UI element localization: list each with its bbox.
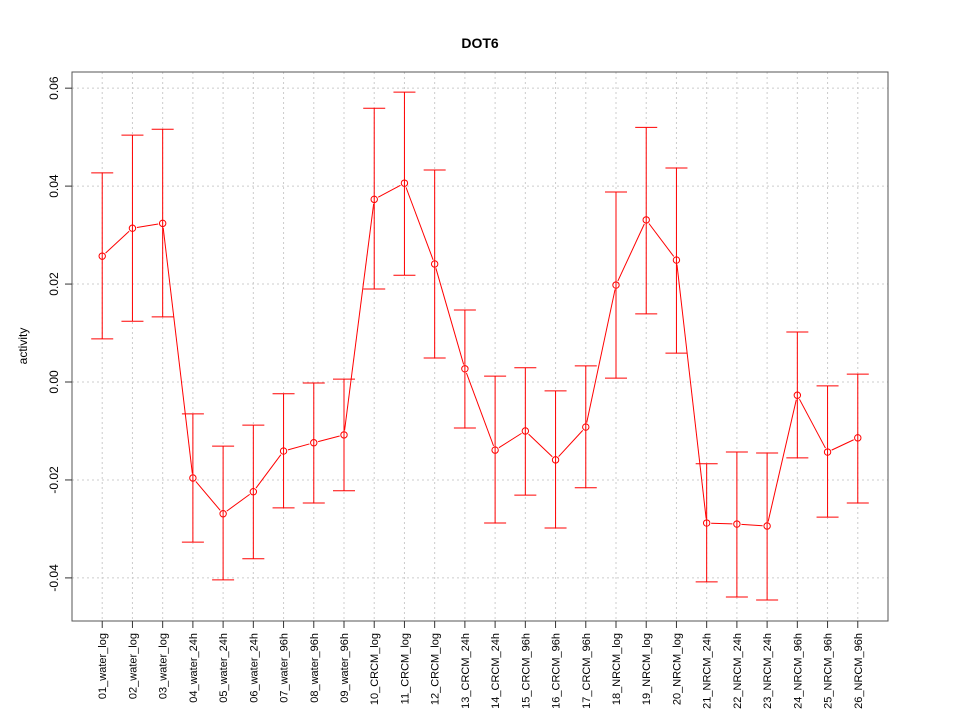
marks — [91, 91, 869, 601]
series-line-segment — [799, 398, 826, 449]
x-tick-label: 09_water_96h — [339, 633, 351, 703]
y-tick-label: -0.04 — [47, 564, 61, 592]
plot-frame — [71, 71, 889, 622]
data-point — [582, 423, 590, 431]
x-tick-label: 04_water_24h — [188, 633, 200, 703]
series-line-segment — [162, 227, 193, 474]
data-point — [370, 195, 378, 204]
data-point — [642, 216, 650, 224]
series-line-segment — [676, 264, 707, 519]
series-line-segment — [105, 230, 130, 254]
data-point — [702, 519, 711, 527]
series-line-segment — [377, 184, 401, 198]
x-tick-label: 07_water_96h — [279, 633, 291, 703]
x-tick-label: 26_NRCM_96h — [853, 633, 865, 709]
data-point — [612, 281, 620, 289]
data-point — [733, 520, 741, 528]
x-tick-label: 01_water_log — [97, 633, 109, 699]
x-tick-label: 18_NRCM_log — [611, 633, 623, 705]
x-tick-label: 10_CRCM_log — [369, 633, 381, 705]
series-line-segment — [498, 432, 522, 449]
data-point — [854, 434, 862, 442]
series-line-segment — [648, 223, 675, 257]
series-line-segment — [741, 523, 763, 527]
series-line-segment — [287, 443, 310, 451]
y-tick-label: 0.06 — [47, 76, 61, 100]
series-line-segment — [435, 268, 465, 365]
series-line-segment — [226, 493, 250, 512]
data-point — [672, 256, 681, 264]
x-tick-label: 13_CRCM_24h — [460, 633, 472, 709]
x-tick-label: 12_CRCM_log — [430, 633, 442, 705]
series-line-segment — [344, 203, 375, 431]
y-axis-label: activity — [16, 328, 30, 365]
series-line-segment — [136, 223, 159, 229]
x-tick-label: 20_NRCM_log — [671, 633, 683, 705]
data-point — [158, 219, 167, 228]
x-tick-label: 25_NRCM_96h — [823, 633, 835, 709]
data-point — [461, 365, 469, 373]
data-point — [219, 510, 227, 518]
x-tick-label: 15_CRCM_96h — [520, 633, 532, 709]
y-tick-label: 0.00 — [47, 370, 61, 394]
data-point — [340, 431, 348, 439]
data-point — [521, 427, 530, 435]
data-point — [400, 179, 409, 187]
data-point — [763, 522, 771, 530]
series-line-segment — [711, 522, 733, 525]
data-point — [249, 488, 258, 496]
x-tick-label: 08_water_96h — [309, 633, 321, 703]
y-tick-label: 0.02 — [47, 272, 61, 296]
series-line-segment — [767, 399, 797, 522]
data-point — [128, 224, 137, 232]
x-tick-label: 06_water_24h — [248, 633, 260, 703]
x-tick-label: 02_water_log — [127, 633, 139, 699]
x-tick-label: 03_water_log — [158, 633, 170, 699]
x-tick-label: 14_CRCM_24h — [490, 633, 502, 709]
x-tick-label: 16_CRCM_96h — [551, 633, 563, 709]
data-point — [823, 448, 832, 456]
series-line-segment — [255, 454, 282, 489]
data-point — [551, 456, 560, 464]
x-tick-label: 21_NRCM_24h — [702, 633, 714, 709]
x-tick-label: 22_NRCM_24h — [732, 633, 744, 709]
series-line-segment — [586, 289, 616, 423]
data-point — [310, 439, 318, 447]
data-point — [279, 447, 288, 455]
data-point — [189, 474, 197, 482]
data-point — [491, 446, 499, 454]
y-tick-label: 0.04 — [47, 174, 61, 198]
data-point — [793, 391, 802, 399]
data-point — [430, 260, 439, 268]
grid — [72, 72, 888, 621]
x-tick-label: 24_NRCM_96h — [792, 633, 804, 709]
chart-title: DOT6 — [461, 35, 499, 51]
y-tick-label: -0.02 — [47, 466, 61, 494]
series-line-segment — [318, 435, 340, 443]
x-tick-label: 23_NRCM_24h — [762, 633, 774, 709]
x-tick-label: 11_CRCM_log — [399, 633, 411, 704]
x-tick-label: 05_water_24h — [218, 633, 230, 703]
series-line-segment — [195, 481, 221, 511]
series-line-segment — [528, 433, 553, 458]
series-line-segment — [617, 223, 645, 282]
data-point — [98, 252, 106, 260]
series-line-segment — [465, 372, 495, 447]
series-line-segment — [558, 430, 584, 457]
series-line-segment — [831, 439, 854, 451]
series-line-segment — [405, 187, 434, 260]
x-tick-label: 19_NRCM_log — [641, 633, 653, 705]
x-tick-label: 17_CRCM_96h — [581, 633, 593, 709]
axes: 01_water_log 02_water_log 03_water_log 04_w… — [47, 76, 865, 709]
